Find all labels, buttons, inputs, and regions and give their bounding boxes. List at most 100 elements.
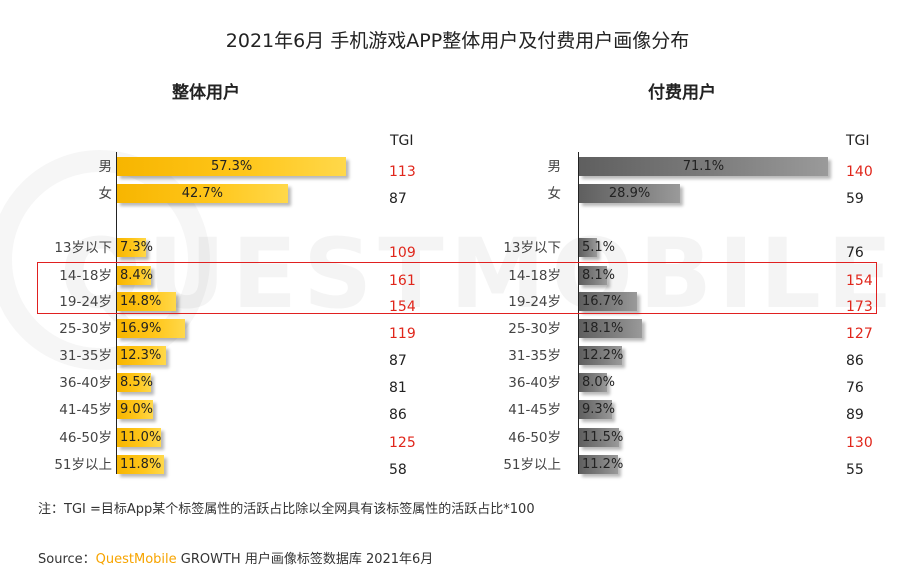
category-label: 46-50岁 <box>59 430 112 446</box>
tgi-value: 119 <box>389 326 416 342</box>
category-label: 14-18岁 <box>508 268 561 284</box>
value-label: 57.3% <box>210 159 253 174</box>
bar <box>579 266 608 285</box>
value-label: 42.7% <box>181 186 224 201</box>
category-label: 女 <box>547 186 562 202</box>
bar <box>579 292 638 311</box>
tgi-header-right: TGI <box>846 133 870 149</box>
value-label: 12.3% <box>120 348 162 363</box>
watermark: QUESTMOBILE <box>60 218 899 330</box>
value-label: 9.0% <box>120 402 154 417</box>
value-label: 8.0% <box>582 375 616 390</box>
tgi-value: 81 <box>389 380 407 396</box>
tgi-value: 59 <box>846 191 864 207</box>
bar <box>579 238 597 257</box>
bar <box>117 157 347 176</box>
category-label: 41-45岁 <box>59 402 112 418</box>
value-label: 12.2% <box>582 348 624 363</box>
tgi-value: 140 <box>846 164 873 180</box>
category-label: 51岁以上 <box>503 457 561 473</box>
tgi-value: 154 <box>846 273 873 289</box>
value-label: 18.1% <box>582 321 624 336</box>
bar <box>579 184 681 203</box>
bar <box>579 428 620 447</box>
tgi-value: 109 <box>389 245 416 261</box>
category-label: 女 <box>98 186 113 202</box>
value-label: 11.5% <box>582 430 624 445</box>
bar <box>117 400 153 419</box>
tgi-value: 89 <box>846 407 864 423</box>
value-label: 9.3% <box>582 402 616 417</box>
value-label: 11.2% <box>582 457 624 472</box>
bar <box>117 373 151 392</box>
tgi-value: 87 <box>389 191 407 207</box>
chart-title: 2021年6月 手机游戏APP整体用户及付费用户画像分布 <box>225 30 690 52</box>
highlight-box <box>37 262 877 314</box>
category-label: 19-24岁 <box>59 294 112 310</box>
bar <box>117 346 167 365</box>
category-label: 13岁以下 <box>54 240 112 256</box>
value-label: 8.1% <box>582 268 616 283</box>
category-label: 男 <box>98 159 113 175</box>
source-rest: GROWTH 用户画像标签数据库 2021年6月 <box>180 552 434 567</box>
tgi-value: 76 <box>846 245 864 261</box>
tgi-value: 127 <box>846 326 873 342</box>
tgi-value: 76 <box>846 380 864 396</box>
tgi-value: 113 <box>389 164 416 180</box>
value-label: 5.1% <box>582 240 616 255</box>
bar <box>117 266 151 285</box>
tgi-value: 125 <box>389 435 416 451</box>
category-label: 25-30岁 <box>59 321 112 337</box>
right-subtitle: 付费用户 <box>648 83 716 103</box>
bar <box>117 238 147 257</box>
tgi-header-left: TGI <box>390 133 414 149</box>
value-label: 11.8% <box>120 457 162 472</box>
footnote: 注：TGI =目标App某个标签属性的活跃占比除以全网具有该标签属性的活跃占比*… <box>38 502 535 517</box>
category-label: 51岁以上 <box>54 457 112 473</box>
bar <box>117 292 177 311</box>
tgi-value: 154 <box>389 299 416 315</box>
bar <box>579 373 607 392</box>
category-label: 36-40岁 <box>59 375 112 391</box>
category-label: 36-40岁 <box>508 375 561 391</box>
value-label: 71.1% <box>682 159 725 174</box>
value-label: 7.3% <box>120 240 154 255</box>
tgi-value: 130 <box>846 435 873 451</box>
left-subtitle: 整体用户 <box>172 83 240 103</box>
value-label: 16.7% <box>582 294 624 309</box>
category-label: 31-35岁 <box>59 348 112 364</box>
category-label: 41-45岁 <box>508 402 561 418</box>
bar <box>579 319 643 338</box>
bar <box>117 455 165 474</box>
category-label: 14-18岁 <box>59 268 112 284</box>
source-prefix: Source： <box>38 552 96 567</box>
bar <box>579 157 828 176</box>
source-line: Source：QuestMobile GROWTH 用户画像标签数据库 2021… <box>38 548 433 567</box>
category-label: 46-50岁 <box>508 430 561 446</box>
category-label: 男 <box>547 159 562 175</box>
tgi-value: 58 <box>389 462 407 478</box>
source-brand: QuestMobile <box>95 552 177 567</box>
tgi-value: 161 <box>389 273 416 289</box>
bar <box>117 428 161 447</box>
bar <box>117 184 288 203</box>
category-label: 19-24岁 <box>508 294 561 310</box>
value-label: 8.4% <box>120 268 154 283</box>
bar <box>579 400 612 419</box>
tgi-value: 55 <box>846 462 864 478</box>
tgi-value: 173 <box>846 299 873 315</box>
value-label: 8.5% <box>120 375 154 390</box>
tgi-value: 86 <box>389 407 407 423</box>
value-label: 11.0% <box>120 430 162 445</box>
bar <box>579 346 622 365</box>
category-label: 25-30岁 <box>508 321 561 337</box>
value-label: 28.9% <box>608 186 651 201</box>
value-label: 16.9% <box>120 321 162 336</box>
tgi-value: 86 <box>846 353 864 369</box>
tgi-value: 87 <box>389 353 407 369</box>
category-label: 13岁以下 <box>503 240 561 256</box>
category-label: 31-35岁 <box>508 348 561 364</box>
bar <box>117 319 185 338</box>
value-label: 14.8% <box>120 294 162 309</box>
bar <box>579 455 619 474</box>
